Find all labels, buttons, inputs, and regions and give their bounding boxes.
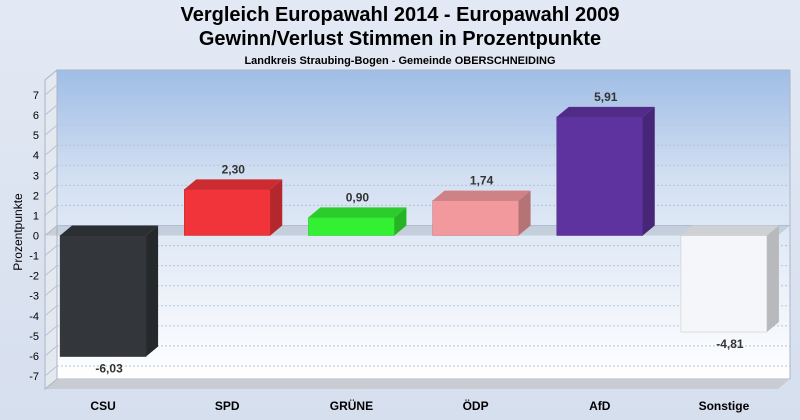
plot-area: [44, 68, 791, 391]
bars: [59, 106, 779, 357]
y-tick-label: 1: [33, 210, 39, 222]
x-tick-label: AfD: [589, 399, 611, 413]
chart-title-line-2: Gewinn/Verlust Stimmen in Prozentpunkte: [198, 28, 602, 50]
y-tick-label: 5: [33, 130, 39, 142]
chart-subtitle: Landkreis Straubing-Bogen - Gemeinde OBE…: [244, 55, 556, 67]
bar-csu: [59, 225, 159, 357]
value-label: 0,90: [346, 190, 370, 204]
x-tick-label: GRÜNE: [330, 398, 373, 413]
x-tick-label: CSU: [90, 399, 115, 413]
y-tick-label: 2: [33, 190, 39, 202]
value-label: -4,81: [716, 337, 744, 351]
y-tick-label: 4: [33, 150, 39, 162]
y-tick-label: -1: [29, 251, 39, 263]
bar-spd: [184, 179, 283, 236]
y-axis: 7 6 5 4 3 2 1 0 -1 -2 -3 -4 -5 -6 -7: [29, 90, 39, 383]
chart-title: Vergleich Europawahl 2014 - Europawahl 2…: [180, 4, 620, 26]
bar-sonstige: [680, 225, 779, 333]
x-tick-label: ÖDP: [463, 398, 489, 413]
x-tick-label: SPD: [215, 399, 240, 413]
bar-ödp: [432, 190, 531, 236]
x-tick-label: Sonstige: [699, 399, 750, 413]
bar-afd: [556, 106, 655, 236]
y-tick-label: -5: [29, 331, 39, 343]
y-tick-label: 6: [33, 110, 39, 122]
y-tick-label: -3: [29, 291, 39, 303]
x-axis: CSU SPD GRÜNE ÖDP AfD Sonstige: [90, 398, 749, 413]
y-tick-label: -6: [29, 351, 39, 363]
y-tick-label: 7: [33, 90, 39, 102]
value-labels: -6,03 2,30 0,90 1,74 5,91 -4,81: [95, 90, 744, 376]
y-tick-label: -4: [29, 311, 39, 323]
y-tick-label: 0: [33, 231, 39, 243]
value-label: 1,74: [470, 174, 494, 188]
y-tick-label: 3: [33, 170, 39, 182]
value-label: 5,91: [594, 90, 618, 104]
bar-grüne: [308, 207, 407, 236]
y-tick-label: -2: [29, 271, 39, 283]
value-label: -6,03: [95, 362, 123, 376]
value-label: 2,30: [222, 162, 246, 176]
y-tick-label: -7: [29, 371, 39, 383]
y-axis-label: Prozentpunkte: [11, 193, 25, 271]
